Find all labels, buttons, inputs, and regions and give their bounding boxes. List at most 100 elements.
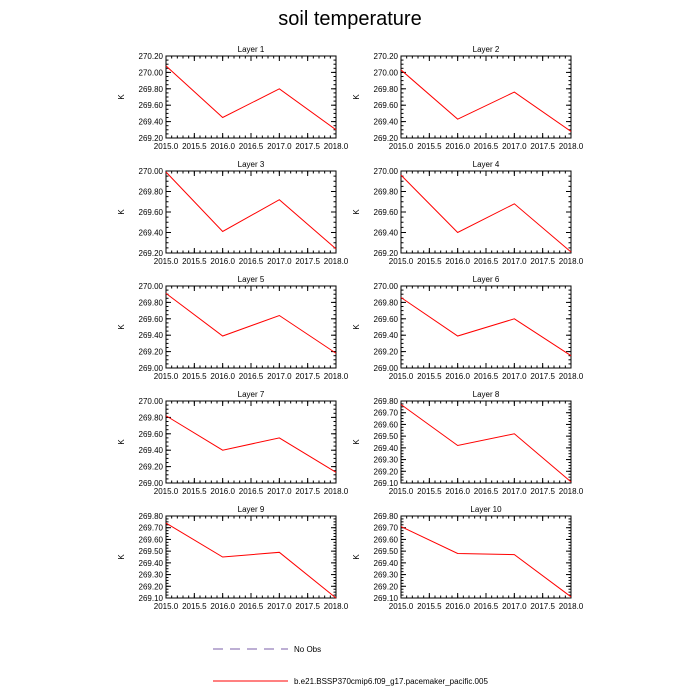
x-tick-label: 2018.0 [559, 372, 584, 381]
y-tick-label: 269.10 [374, 594, 399, 603]
x-tick-label: 2016.0 [210, 372, 235, 381]
x-tick-label: 2018.0 [559, 257, 584, 266]
y-tick-label: 269.60 [139, 535, 164, 544]
y-tick-label: 269.20 [374, 249, 399, 258]
legend-obs-label: No Obs [294, 645, 321, 654]
x-tick-label: 2015.0 [389, 487, 414, 496]
y-axis-label: K [352, 439, 361, 445]
plot-frame [400, 400, 572, 484]
x-tick-label: 2018.0 [324, 487, 349, 496]
y-tick-label: 269.40 [139, 331, 164, 340]
x-tick-label: 2016.5 [239, 372, 264, 381]
panel-title: Layer 4 [473, 160, 500, 169]
x-tick-label: 2015.0 [154, 142, 179, 151]
y-tick-label: 269.60 [139, 208, 164, 217]
y-tick-label: 269.80 [374, 85, 399, 94]
y-tick-label: 269.50 [139, 547, 164, 556]
x-tick-label: 2016.5 [474, 372, 499, 381]
plot-frame [165, 400, 337, 484]
y-axis-label: K [352, 554, 361, 560]
x-tick-label: 2017.0 [502, 602, 527, 611]
y-tick-label: 269.20 [374, 348, 399, 357]
y-tick-label: 269.40 [374, 444, 399, 453]
x-tick-label: 2017.5 [295, 142, 320, 151]
x-tick-label: 2016.0 [210, 142, 235, 151]
x-tick-label: 2015.0 [389, 602, 414, 611]
x-tick-label: 2015.0 [389, 257, 414, 266]
y-tick-label: 270.20 [139, 52, 164, 61]
x-tick-label: 2017.0 [267, 602, 292, 611]
x-tick-label: 2018.0 [324, 372, 349, 381]
x-tick-label: 2015.5 [182, 487, 207, 496]
panel-title: Layer 2 [473, 45, 500, 54]
y-tick-label: 269.80 [374, 512, 399, 521]
y-axis-label: K [117, 554, 126, 560]
y-tick-label: 269.80 [139, 298, 164, 307]
x-tick-label: 2016.5 [239, 487, 264, 496]
x-tick-label: 2016.5 [474, 257, 499, 266]
y-tick-label: 269.80 [374, 298, 399, 307]
y-axis-label: K [117, 94, 126, 100]
x-tick-label: 2016.0 [210, 487, 235, 496]
y-tick-label: 269.20 [139, 463, 164, 472]
series-line [400, 69, 572, 132]
y-tick-label: 269.20 [139, 348, 164, 357]
y-tick-label: 269.60 [139, 430, 164, 439]
y-axis-label: K [117, 439, 126, 445]
y-tick-label: 269.10 [374, 479, 399, 488]
x-tick-label: 2016.0 [445, 372, 470, 381]
panel-title: Layer 9 [238, 505, 265, 514]
series-line [165, 65, 337, 131]
y-axis-label: K [352, 94, 361, 100]
x-tick-label: 2017.0 [267, 487, 292, 496]
panel-title: Layer 10 [470, 505, 502, 514]
y-tick-label: 269.60 [374, 535, 399, 544]
y-tick-label: 269.30 [374, 456, 399, 465]
y-tick-label: 269.20 [374, 467, 399, 476]
y-tick-label: 269.40 [374, 559, 399, 568]
x-tick-label: 2017.0 [502, 257, 527, 266]
panel-title: Layer 8 [473, 390, 500, 399]
y-tick-label: 269.40 [139, 118, 164, 127]
x-tick-label: 2017.0 [502, 372, 527, 381]
x-tick-label: 2015.0 [154, 257, 179, 266]
y-tick-label: 269.80 [374, 397, 399, 406]
x-tick-label: 2018.0 [324, 257, 349, 266]
y-tick-label: 269.60 [139, 315, 164, 324]
y-tick-label: 269.60 [139, 101, 164, 110]
x-tick-label: 2015.0 [154, 372, 179, 381]
x-tick-label: 2018.0 [324, 602, 349, 611]
plot-frame [165, 285, 337, 369]
y-tick-label: 269.20 [374, 134, 399, 143]
x-tick-label: 2017.5 [295, 372, 320, 381]
x-tick-label: 2016.0 [445, 142, 470, 151]
x-tick-label: 2017.0 [267, 372, 292, 381]
x-tick-label: 2017.5 [295, 602, 320, 611]
x-tick-label: 2015.5 [417, 487, 442, 496]
y-tick-label: 269.70 [374, 409, 399, 418]
x-tick-label: 2017.5 [530, 487, 555, 496]
x-tick-label: 2015.5 [182, 142, 207, 151]
x-tick-label: 2015.5 [417, 372, 442, 381]
x-tick-label: 2016.0 [445, 257, 470, 266]
y-tick-label: 270.00 [374, 282, 399, 291]
series-line [400, 297, 572, 357]
y-tick-label: 269.40 [374, 229, 399, 238]
y-tick-label: 270.00 [139, 397, 164, 406]
plot-frame [165, 515, 337, 599]
y-tick-label: 269.60 [374, 420, 399, 429]
x-tick-label: 2017.5 [530, 602, 555, 611]
x-tick-label: 2015.5 [182, 602, 207, 611]
x-tick-label: 2017.5 [295, 257, 320, 266]
legend-model-label: b.e21.BSSP370cmip6.f09_g17.pacemaker_pac… [294, 677, 488, 686]
x-tick-label: 2016.5 [474, 487, 499, 496]
y-axis-label: K [117, 209, 126, 215]
plot-frame [400, 170, 572, 254]
y-axis-label: K [117, 324, 126, 330]
